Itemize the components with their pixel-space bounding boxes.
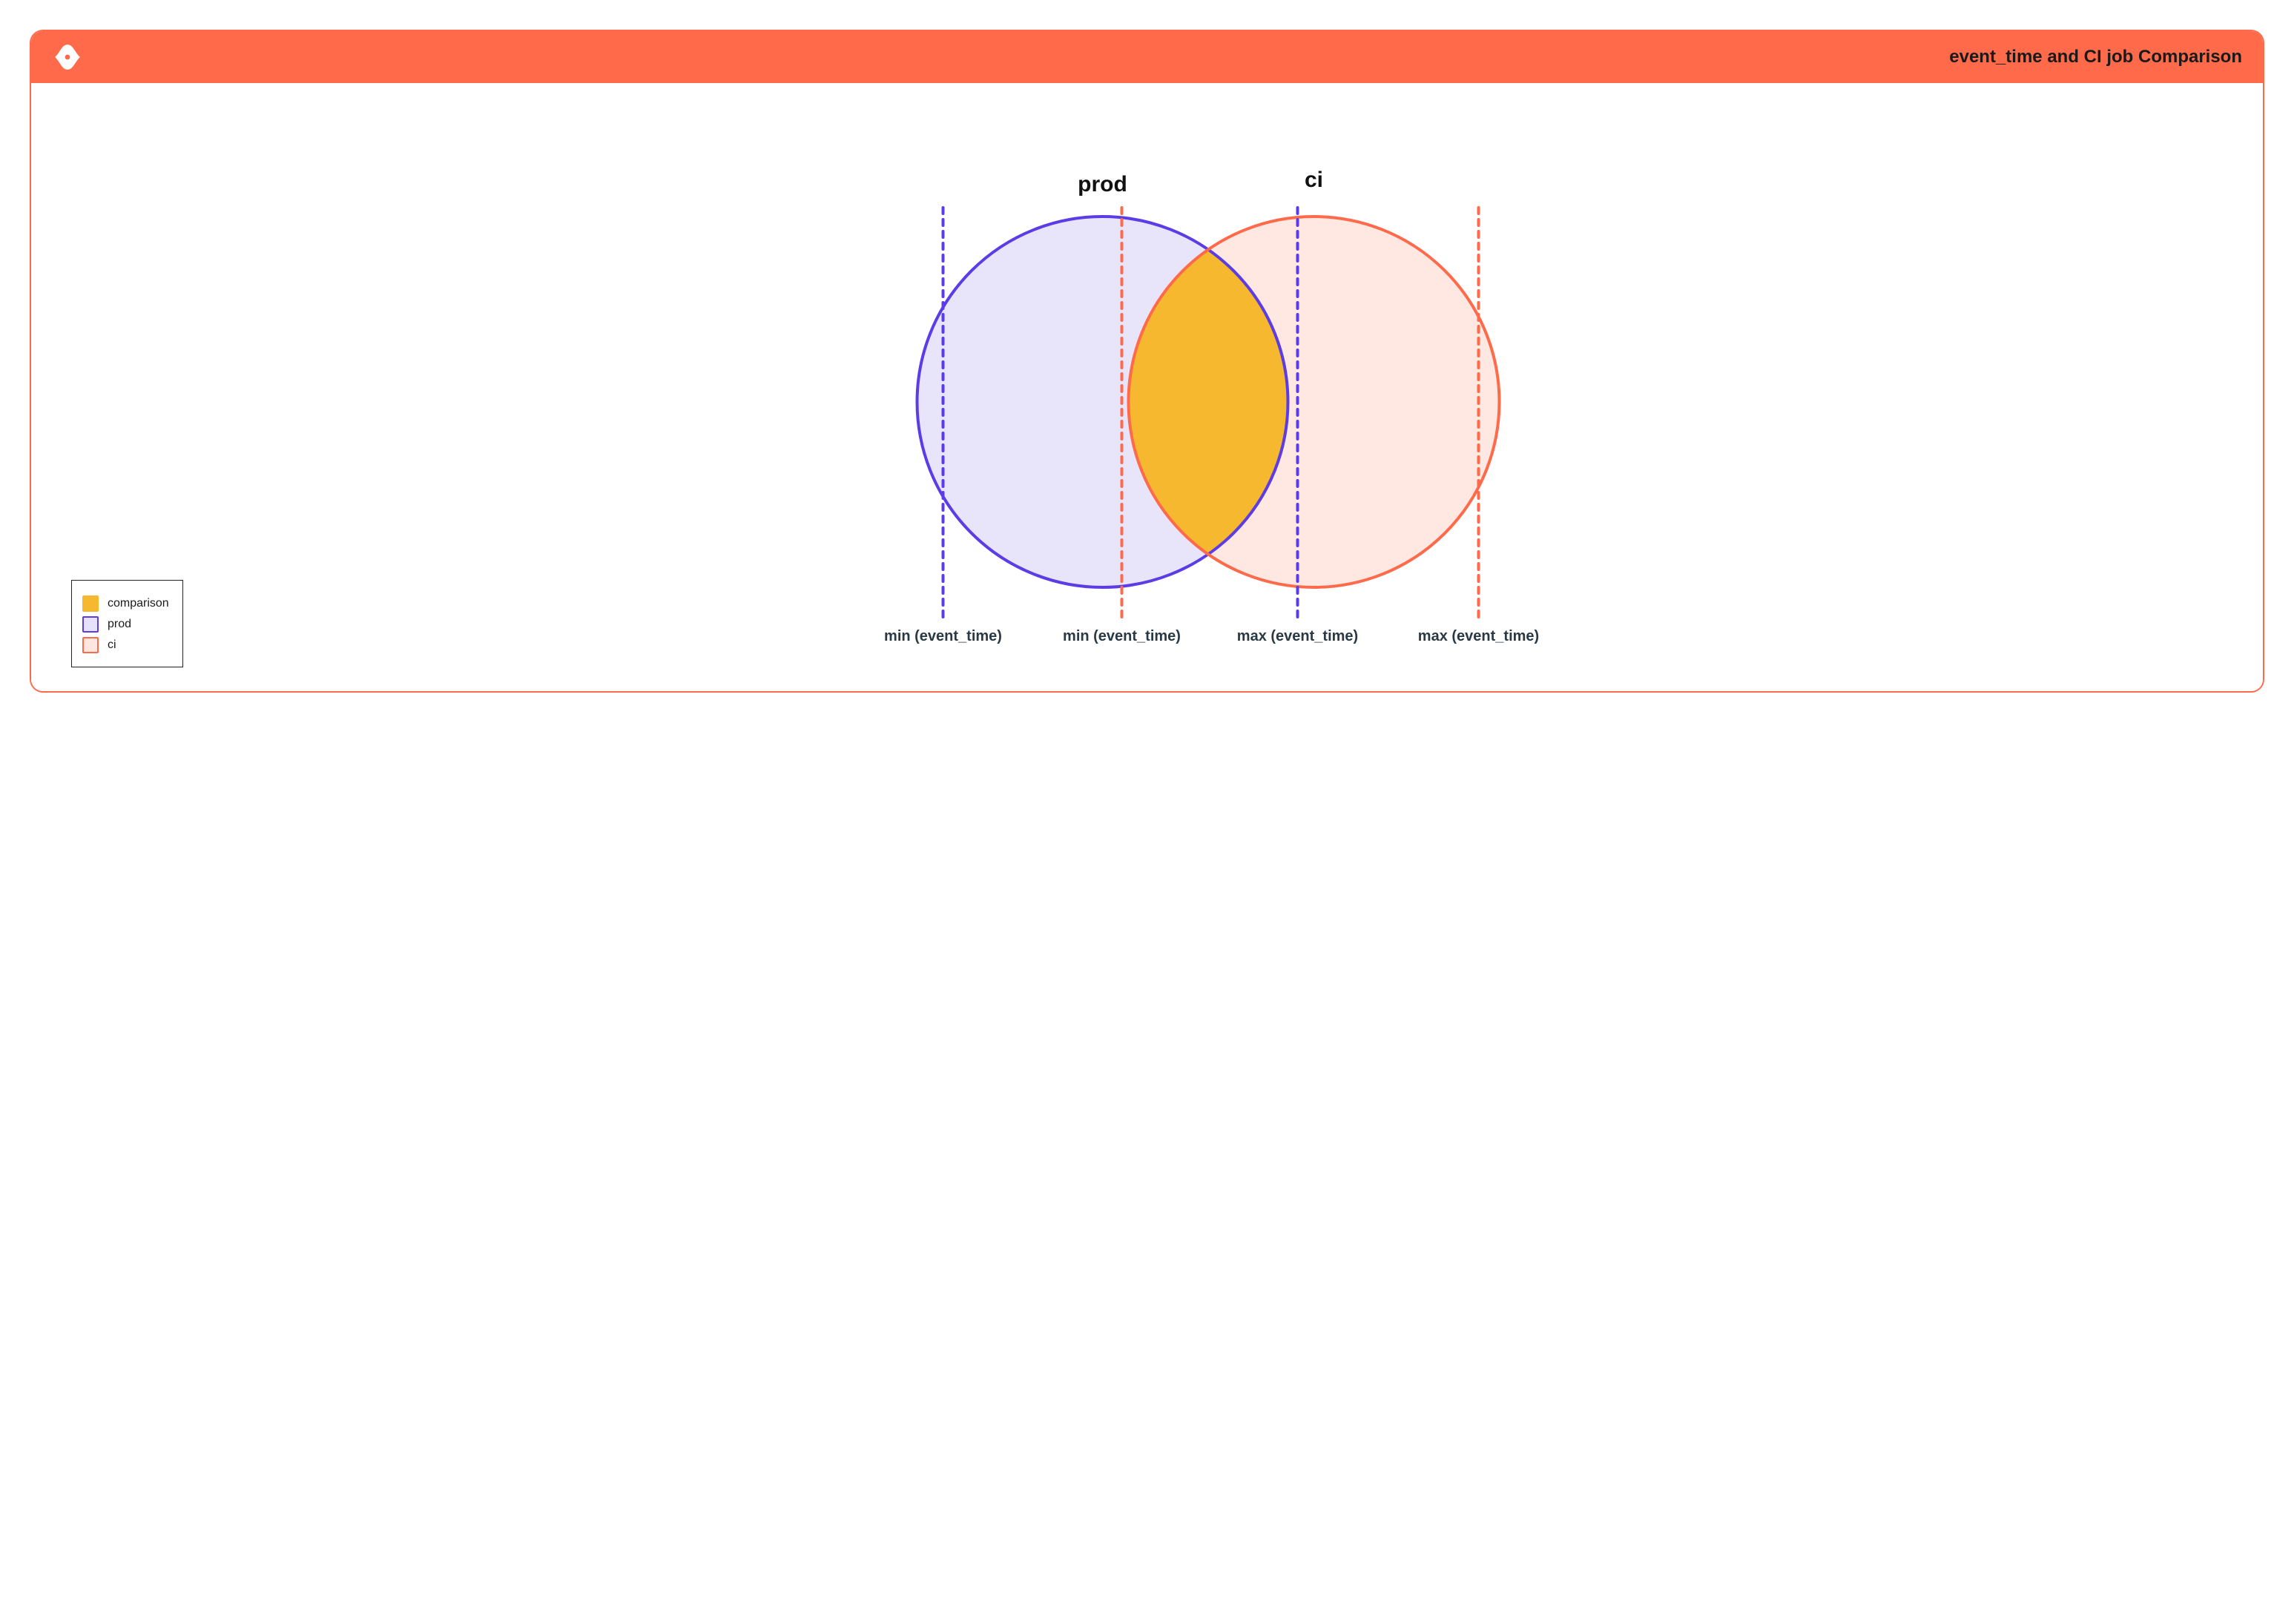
diagram-card: event_time and CI job Comparison min (ev… <box>30 30 2264 693</box>
legend-swatch-prod <box>82 616 99 633</box>
card-body: min (event_time) min (event_time) max (eve… <box>31 83 2263 691</box>
card-header: event_time and CI job Comparison <box>31 31 2263 83</box>
logo-icon <box>52 42 83 73</box>
vline-label-prod_max: max (event_time) <box>1237 628 1358 644</box>
legend-swatch-ci <box>82 637 99 653</box>
header-title: event_time and CI job Comparison <box>1949 47 2242 67</box>
venn-diagram: min (event_time) min (event_time) max (eve… <box>31 83 2263 691</box>
legend-item-prod: prod <box>82 616 169 633</box>
ci-label: ci <box>1305 168 1323 192</box>
legend-item-ci: ci <box>82 637 169 653</box>
legend-label-comparison: comparison <box>108 597 169 610</box>
vline-label-ci_max: max (event_time) <box>1418 628 1539 644</box>
legend-swatch-comparison <box>82 595 99 612</box>
legend: comparison prod ci <box>71 580 183 667</box>
legend-label-ci: ci <box>108 638 116 652</box>
vline-label-prod_min: min (event_time) <box>884 628 1002 644</box>
legend-label-prod: prod <box>108 618 131 631</box>
vline-label-ci_min: min (event_time) <box>1063 628 1181 644</box>
legend-item-comparison: comparison <box>82 595 169 612</box>
prod-label: prod <box>1078 172 1127 197</box>
